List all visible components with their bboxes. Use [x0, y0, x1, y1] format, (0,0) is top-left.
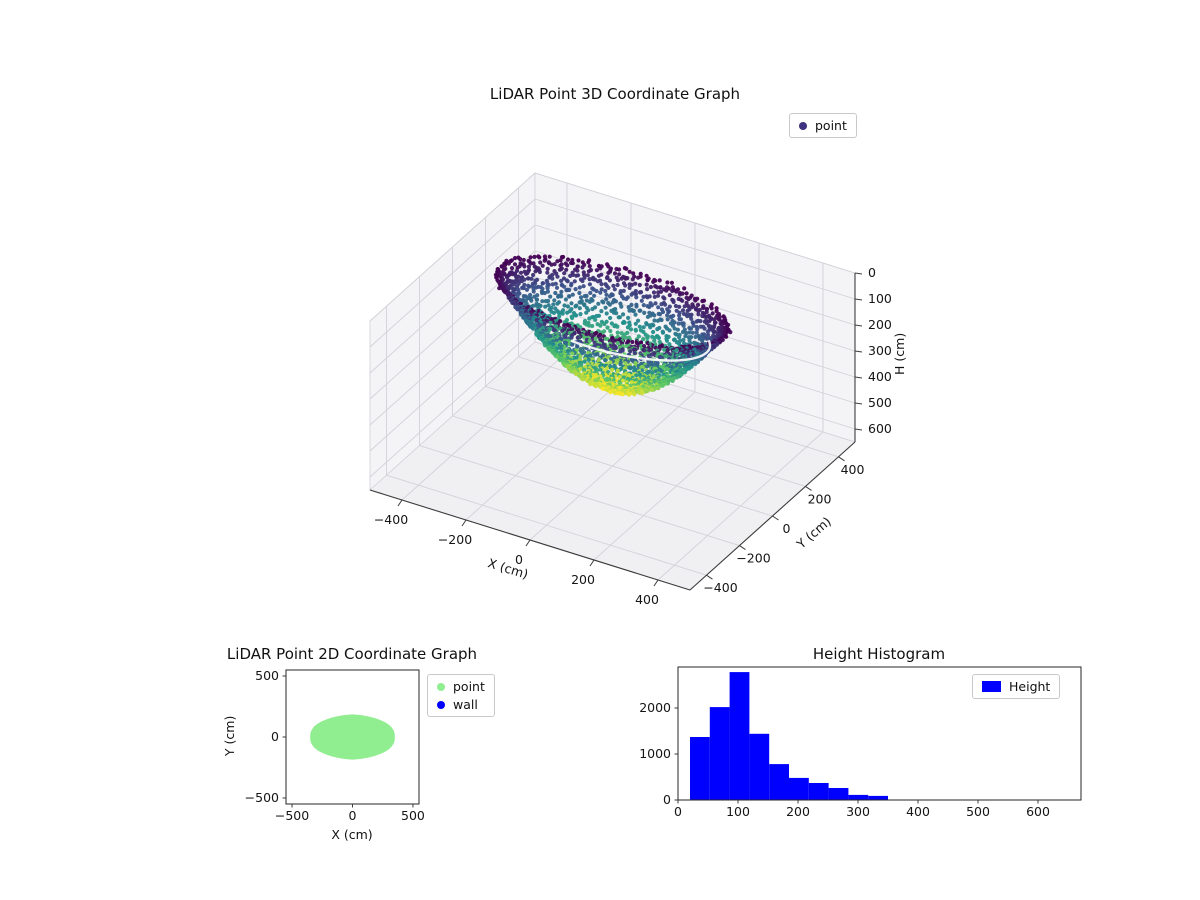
- plot2d-yaxis-label: Y (cm): [222, 715, 238, 757]
- svg-text:0: 0: [271, 729, 279, 744]
- svg-text:200: 200: [786, 804, 810, 819]
- plot3d-zaxis-label: H (cm): [892, 332, 908, 375]
- svg-text:500: 500: [966, 804, 990, 819]
- legend-item-point3d: point: [799, 118, 847, 133]
- svg-text:2000: 2000: [639, 700, 671, 715]
- svg-text:1000: 1000: [639, 746, 671, 761]
- plot3d-legend: point: [789, 113, 857, 138]
- legend-item-point2d: point: [437, 679, 485, 694]
- point-marker-icon: [799, 121, 807, 130]
- svg-text:500: 500: [255, 668, 279, 683]
- svg-text:400: 400: [635, 592, 659, 607]
- svg-text:0: 0: [674, 804, 682, 819]
- svg-text:400: 400: [841, 462, 865, 477]
- svg-text:600: 600: [1026, 804, 1050, 819]
- wall-marker-icon: [437, 700, 445, 709]
- legend-label: point: [453, 679, 485, 694]
- svg-text:0: 0: [783, 521, 791, 536]
- svg-text:200: 200: [808, 491, 832, 506]
- point-marker-icon: [437, 682, 445, 691]
- legend-label: Height: [1009, 679, 1051, 694]
- svg-text:−400: −400: [374, 512, 408, 527]
- svg-text:0: 0: [349, 808, 357, 823]
- svg-text:−400: −400: [703, 580, 737, 595]
- legend-label: point: [815, 118, 847, 133]
- hist-title: Height Histogram: [812, 645, 946, 663]
- svg-text:200: 200: [868, 317, 892, 332]
- legend-item-wall: wall: [437, 697, 485, 712]
- svg-text:500: 500: [868, 395, 892, 410]
- hist-legend: Height: [972, 674, 1061, 699]
- svg-text:−500: −500: [245, 790, 279, 805]
- plot2d-xaxis-label: X (cm): [331, 827, 373, 842]
- svg-text:200: 200: [571, 572, 595, 587]
- legend-item-height: Height: [982, 679, 1050, 694]
- svg-text:600: 600: [868, 421, 892, 436]
- svg-text:300: 300: [846, 804, 870, 819]
- height-patch-icon: [982, 681, 1001, 692]
- svg-text:100: 100: [726, 804, 750, 819]
- svg-text:300: 300: [868, 343, 892, 358]
- svg-text:0: 0: [663, 792, 671, 807]
- svg-text:−200: −200: [736, 551, 770, 566]
- svg-text:100: 100: [868, 291, 892, 306]
- svg-text:−200: −200: [438, 532, 472, 547]
- plot2d-legend: point wall: [427, 674, 495, 717]
- svg-text:0: 0: [868, 265, 876, 280]
- svg-text:400: 400: [868, 369, 892, 384]
- svg-text:400: 400: [906, 804, 930, 819]
- legend-label: wall: [453, 697, 478, 712]
- plot2d-title: LiDAR Point 2D Coordinate Graph: [226, 645, 478, 663]
- plot3d-title: LiDAR Point 3D Coordinate Graph: [489, 85, 741, 103]
- svg-text:0: 0: [515, 552, 523, 567]
- svg-text:500: 500: [401, 808, 425, 823]
- svg-text:−500: −500: [275, 808, 309, 823]
